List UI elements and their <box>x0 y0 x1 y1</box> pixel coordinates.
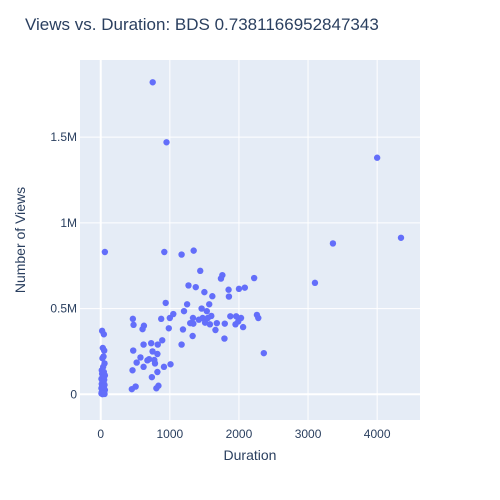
data-point <box>154 368 161 376</box>
data-point <box>250 274 258 282</box>
data-point <box>241 284 249 291</box>
data-point <box>235 318 242 325</box>
data-point <box>225 286 232 293</box>
x-tick-label: 2000 <box>226 427 253 441</box>
data-point <box>189 332 196 340</box>
data-point <box>130 321 137 329</box>
data-point <box>149 79 156 86</box>
data-point <box>189 314 197 322</box>
data-point <box>185 282 192 289</box>
data-point <box>209 293 216 300</box>
data-point <box>101 248 109 256</box>
data-point <box>163 139 170 146</box>
data-point <box>201 288 208 296</box>
data-point <box>149 348 156 355</box>
data-point <box>166 314 174 322</box>
data-point <box>99 390 106 398</box>
data-point <box>140 341 147 348</box>
data-point <box>221 335 228 342</box>
data-point <box>165 325 173 332</box>
data-point <box>227 313 234 320</box>
data-point <box>232 313 240 320</box>
data-point <box>148 373 156 381</box>
data-point <box>201 319 209 326</box>
data-point <box>206 301 213 308</box>
data-point <box>180 307 188 315</box>
data-point <box>160 363 168 371</box>
data-point <box>151 360 159 367</box>
data-point <box>183 301 191 308</box>
data-point <box>329 240 337 247</box>
data-point <box>99 355 106 362</box>
data-point <box>213 319 221 327</box>
y-axis-label: Number of Views <box>12 187 28 293</box>
y-tick-label: 1M <box>60 216 77 230</box>
data-point <box>140 363 147 371</box>
data-point <box>137 354 144 361</box>
data-point <box>311 279 319 287</box>
y-tick-label: 1.5M <box>50 130 77 144</box>
data-point <box>147 340 155 347</box>
data-point <box>161 248 168 256</box>
chart-title: Views vs. Duration: BDS 0.73811669528473… <box>25 15 379 34</box>
data-point <box>239 323 247 331</box>
scatter-points <box>98 79 405 398</box>
tick-labels: 0 1000 2000 3000 4000 0 0.5M 1M 1.5M <box>50 130 391 441</box>
data-point <box>204 314 212 322</box>
data-point <box>179 326 187 333</box>
data-point <box>397 234 405 241</box>
data-point <box>192 283 199 291</box>
data-point <box>197 267 204 275</box>
data-point <box>260 349 268 357</box>
data-point <box>159 337 166 344</box>
y-tick-label: 0.5M <box>50 302 77 316</box>
data-point <box>154 341 161 348</box>
data-point <box>100 331 108 338</box>
data-point <box>253 311 261 319</box>
x-tick-label: 1000 <box>156 427 183 441</box>
data-point <box>178 341 185 348</box>
data-point <box>221 320 228 327</box>
data-point <box>190 247 197 254</box>
x-tick-label: 3000 <box>295 427 322 441</box>
data-point <box>235 285 243 293</box>
data-point <box>203 307 211 315</box>
data-point <box>154 350 161 358</box>
data-point <box>162 299 169 307</box>
data-point <box>225 293 233 300</box>
x-axis-label: Duration <box>224 447 277 463</box>
x-tick-label: 4000 <box>364 427 391 441</box>
data-point <box>206 321 214 328</box>
data-point <box>130 347 137 354</box>
data-point <box>157 315 165 323</box>
data-point <box>128 385 136 393</box>
grid-lines <box>80 60 420 420</box>
y-tick-label: 0 <box>70 387 77 401</box>
data-point <box>195 316 203 323</box>
data-point <box>373 154 381 161</box>
data-point <box>178 251 185 258</box>
data-point <box>212 326 219 334</box>
data-point <box>187 319 194 327</box>
data-point <box>133 359 140 366</box>
data-point <box>217 275 225 282</box>
data-point <box>144 357 151 364</box>
data-point <box>100 347 108 354</box>
plot-area <box>80 60 420 420</box>
data-point <box>129 315 137 323</box>
data-point <box>153 385 160 392</box>
x-tick-label: 0 <box>97 427 104 441</box>
data-point <box>129 367 136 374</box>
data-point <box>139 325 146 333</box>
data-point <box>167 361 174 368</box>
data-point <box>198 305 205 312</box>
